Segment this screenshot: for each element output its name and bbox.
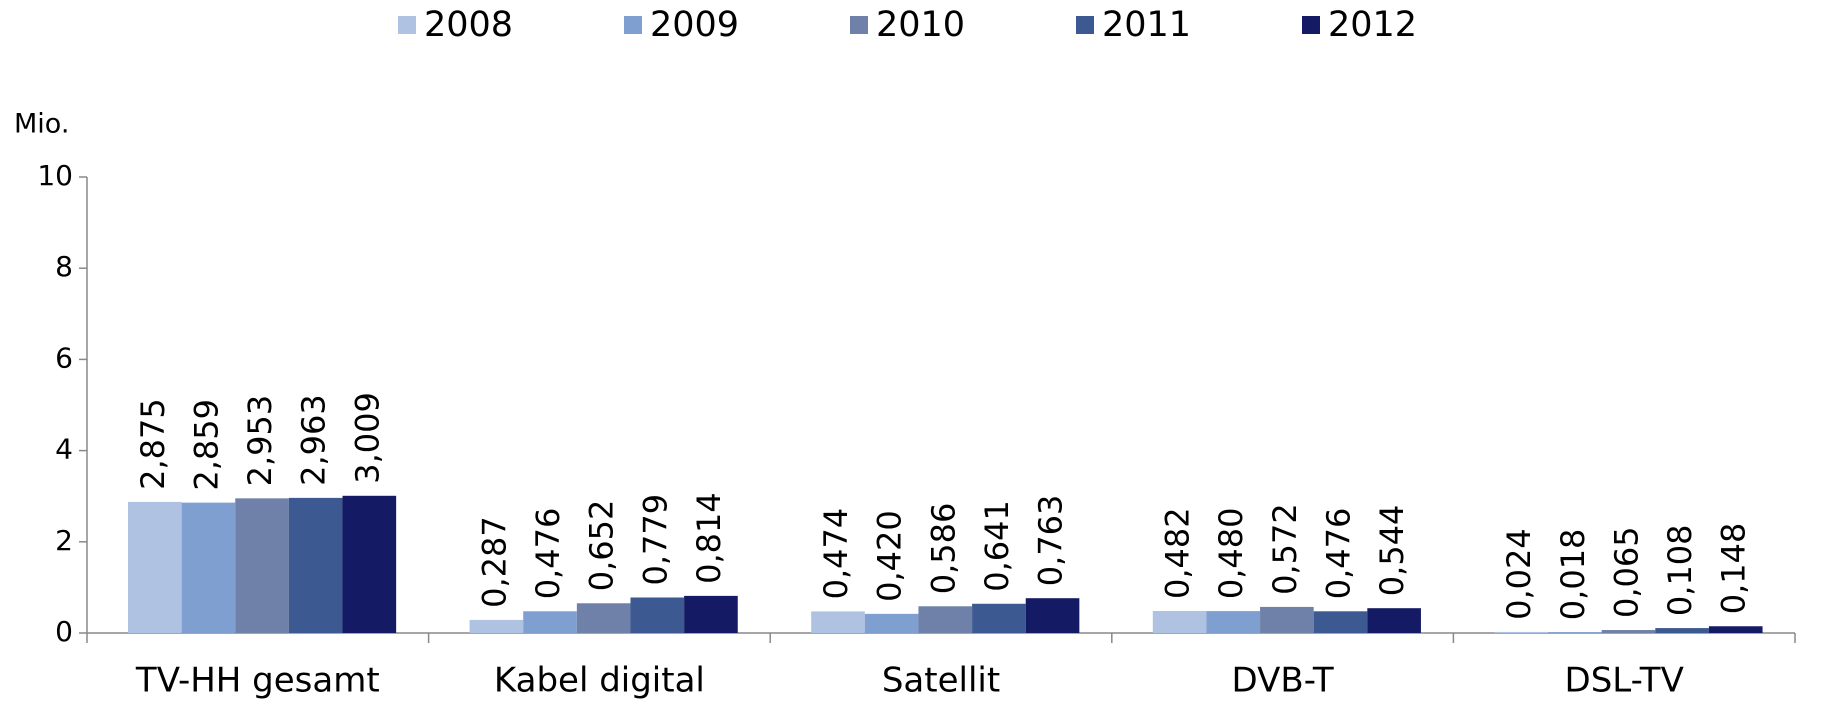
x-tick-label: TV-HH gesamt — [135, 661, 380, 701]
bar — [576, 603, 631, 633]
bar — [288, 497, 343, 633]
bar — [181, 502, 236, 633]
y-tick-label: 10 — [37, 159, 73, 192]
y-axis-label: Mio. — [14, 109, 69, 140]
data-label: 0,287 — [475, 516, 513, 608]
data-label: 0,641 — [978, 500, 1016, 592]
bar — [127, 501, 182, 633]
bar — [1601, 630, 1656, 633]
bar — [1313, 611, 1368, 633]
data-label: 0,652 — [583, 500, 621, 592]
data-label: 2,875 — [134, 398, 172, 490]
bar — [864, 613, 919, 633]
bar — [1025, 598, 1080, 633]
data-label: 0,814 — [690, 492, 728, 584]
data-label: 0,474 — [817, 508, 855, 600]
bar — [811, 611, 865, 633]
data-label: 0,108 — [1661, 524, 1699, 616]
bar — [630, 597, 685, 633]
legend-swatch — [1076, 16, 1094, 34]
bar — [1548, 632, 1602, 633]
data-label: 0,480 — [1212, 508, 1250, 600]
data-label: 0,544 — [1373, 505, 1411, 597]
bar — [469, 619, 524, 633]
bar — [342, 495, 397, 633]
data-label: 0,420 — [871, 510, 909, 602]
data-label: 0,476 — [529, 508, 567, 600]
data-label: 0,476 — [1320, 508, 1358, 600]
x-tick-label: DVB-T — [1232, 661, 1334, 701]
legend-swatch — [398, 16, 416, 34]
bar — [1206, 611, 1261, 633]
bar — [684, 595, 738, 633]
data-label: 0,763 — [1032, 495, 1070, 587]
data-label: 0,018 — [1554, 529, 1592, 621]
data-label: 0,148 — [1715, 523, 1753, 615]
data-label: 0,779 — [636, 494, 674, 586]
bar — [1367, 608, 1421, 633]
bar — [972, 603, 1026, 633]
bar — [523, 611, 577, 633]
y-tick-label: 2 — [55, 524, 73, 557]
data-label: 2,859 — [187, 399, 225, 491]
data-label: 3,009 — [348, 392, 386, 484]
data-label: 0,065 — [1607, 526, 1645, 618]
bar — [1708, 626, 1763, 633]
legend-label: 2009 — [650, 5, 739, 45]
legend-swatch — [850, 16, 868, 34]
bar — [235, 498, 289, 633]
bar — [1260, 606, 1314, 633]
bar — [918, 606, 973, 633]
data-label: 0,024 — [1500, 528, 1538, 620]
bar — [1494, 631, 1549, 633]
bar — [1655, 628, 1709, 633]
x-tick-label: Satellit — [882, 661, 1000, 701]
data-label: 2,953 — [241, 395, 279, 487]
y-tick-label: 8 — [55, 250, 73, 283]
y-tick-label: 0 — [55, 615, 73, 648]
data-label: 0,572 — [1266, 503, 1304, 595]
y-tick-label: 4 — [55, 433, 73, 466]
legend-label: 2012 — [1328, 5, 1417, 45]
legend-label: 2011 — [1102, 5, 1191, 45]
legend-label: 2008 — [424, 5, 513, 45]
legend-swatch — [624, 16, 642, 34]
data-label: 2,963 — [295, 394, 333, 486]
bar — [1152, 611, 1207, 633]
legend-label: 2010 — [876, 5, 965, 45]
data-label: 0,482 — [1159, 507, 1197, 599]
legend-swatch — [1302, 16, 1320, 34]
y-tick-label: 6 — [55, 341, 73, 374]
data-label: 0,586 — [924, 503, 962, 595]
x-tick-label: DSL-TV — [1565, 661, 1684, 701]
x-tick-label: Kabel digital — [494, 661, 705, 701]
